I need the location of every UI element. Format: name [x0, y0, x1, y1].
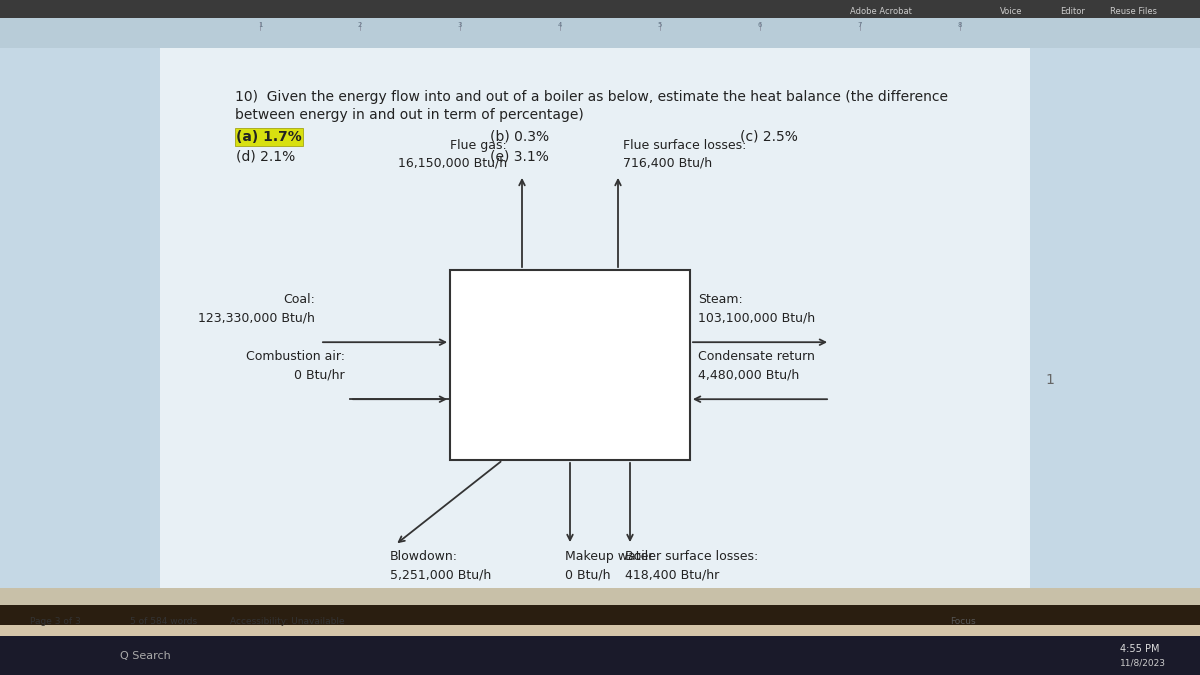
Text: 4: 4: [558, 22, 562, 28]
Text: 2: 2: [358, 22, 362, 28]
Bar: [450, 270, 690, 460]
Text: Combustion air:
0 Btu/hr: Combustion air: 0 Btu/hr: [246, 350, 346, 381]
Bar: [0, 0, 1200, 18]
Text: (e) 3.1%: (e) 3.1%: [490, 150, 548, 164]
Text: (a) 1.7%: (a) 1.7%: [236, 130, 301, 144]
Bar: [0, 588, 1200, 610]
Text: Q Search: Q Search: [120, 651, 170, 661]
Text: 1: 1: [1045, 373, 1055, 387]
Text: 7: 7: [858, 22, 863, 28]
Text: Editor: Editor: [1060, 7, 1085, 16]
Text: 5 of 584 words: 5 of 584 words: [130, 616, 197, 626]
Bar: [0, 48, 1200, 608]
Text: 6: 6: [757, 22, 762, 28]
Text: (c) 2.5%: (c) 2.5%: [740, 130, 798, 144]
Text: 5: 5: [658, 22, 662, 28]
Text: Coal:
123,330,000 Btu/h: Coal: 123,330,000 Btu/h: [198, 293, 314, 324]
Bar: [160, 48, 1030, 588]
Text: Flue surface losses:
716,400 Btu/h: Flue surface losses: 716,400 Btu/h: [623, 139, 746, 170]
Text: Flue gas:
16,150,000 Btu/h: Flue gas: 16,150,000 Btu/h: [398, 139, 508, 170]
Text: Page 3 of 3: Page 3 of 3: [30, 616, 80, 626]
Text: Blowdown:
5,251,000 Btu/h: Blowdown: 5,251,000 Btu/h: [390, 550, 491, 581]
Text: (d) 2.1%: (d) 2.1%: [236, 150, 295, 164]
Text: Reuse Files: Reuse Files: [1110, 7, 1157, 16]
Text: Accessibility: Unavailable: Accessibility: Unavailable: [230, 616, 344, 626]
Text: 4:55 PM: 4:55 PM: [1120, 644, 1159, 654]
Text: 3: 3: [457, 22, 462, 28]
Text: Focus: Focus: [950, 616, 976, 626]
Text: 8: 8: [958, 22, 962, 28]
Text: 1: 1: [258, 22, 263, 28]
Text: Makeup water
0 Btu/h: Makeup water 0 Btu/h: [565, 550, 654, 581]
Text: (b) 0.3%: (b) 0.3%: [490, 130, 550, 144]
Bar: [235, 128, 302, 146]
Bar: [0, 625, 1200, 675]
Text: Voice: Voice: [1000, 7, 1022, 16]
Text: 11/8/2023: 11/8/2023: [1120, 659, 1166, 668]
Bar: [0, 636, 1200, 675]
Bar: [0, 608, 1200, 638]
Text: Boiler surface losses:
418,400 Btu/hr: Boiler surface losses: 418,400 Btu/hr: [625, 550, 758, 581]
Text: between energy in and out in term of percentage): between energy in and out in term of per…: [235, 108, 583, 122]
Text: 10)  Given the energy flow into and out of a boiler as below, estimate the heat : 10) Given the energy flow into and out o…: [235, 90, 948, 104]
Text: Condensate return
4,480,000 Btu/h: Condensate return 4,480,000 Btu/h: [698, 350, 815, 381]
Bar: [0, 605, 1200, 625]
Bar: [0, 18, 1200, 48]
Text: Steam:
103,100,000 Btu/h: Steam: 103,100,000 Btu/h: [698, 293, 815, 324]
Text: Adobe Acrobat: Adobe Acrobat: [850, 7, 912, 16]
